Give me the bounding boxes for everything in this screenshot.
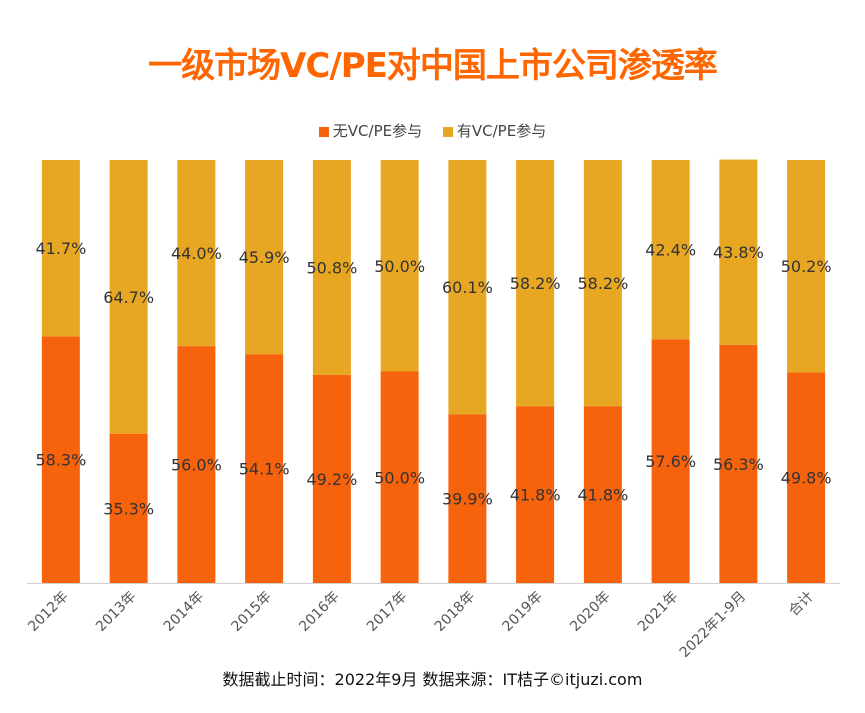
bar-with-vcpe (41, 160, 80, 337)
data-label-with-vcpe: 41.7% (35, 239, 86, 258)
bar-no-vcpe (448, 414, 487, 583)
data-label-with-vcpe: 50.2% (781, 257, 832, 276)
bar-with-vcpe (787, 160, 826, 373)
x-tick-labels-layer: 2012年 2013年 2014年 2015年 2016年 2017年 2018年 2019年… (25, 589, 817, 661)
bar-with-vcpe (177, 160, 216, 347)
data-label-no-vcpe: 41.8% (510, 486, 561, 505)
bar-no-vcpe (380, 371, 419, 583)
data-label-no-vcpe: 35.3% (103, 499, 154, 518)
data-label-no-vcpe: 41.8% (577, 486, 628, 505)
data-label-with-vcpe: 64.7% (103, 288, 154, 307)
bar-with-vcpe (448, 160, 487, 415)
bar-with-vcpe (583, 160, 622, 407)
x-tick-label: 2019年 (500, 589, 546, 635)
x-tick-label: 2020年 (567, 589, 613, 635)
data-label-no-vcpe: 56.0% (171, 456, 222, 475)
data-labels-layer: 58.3% 41.7% 35.3% 64.7% 56.0% 44.0% 54.1% 45.9%… (35, 239, 831, 518)
bar-no-vcpe (719, 344, 758, 583)
data-label-no-vcpe: 57.6% (645, 452, 696, 471)
legend-entry-no-vcpe: 无VC/PE参与 (318, 120, 423, 141)
legend-label-no-vcpe: 无VC/PE参与 (332, 122, 423, 140)
bar-with-vcpe (312, 160, 351, 375)
x-tick-label: 2012年 (25, 589, 71, 635)
x-tick-label: 合计 (786, 589, 817, 620)
data-label-no-vcpe: 50.0% (374, 468, 425, 487)
bar-no-vcpe (177, 346, 216, 583)
bar-no-vcpe (651, 339, 690, 583)
data-label-with-vcpe: 60.1% (442, 278, 493, 297)
legend-swatch-with-vcpe (442, 127, 453, 137)
bar-with-vcpe (516, 160, 555, 407)
bar-with-vcpe (380, 160, 419, 372)
data-label-with-vcpe: 44.0% (171, 244, 222, 263)
data-label-with-vcpe: 43.8% (713, 243, 764, 262)
x-tick-label: 2017年 (364, 589, 410, 635)
bar-with-vcpe (109, 160, 148, 434)
data-label-with-vcpe: 45.9% (239, 248, 290, 267)
data-label-no-vcpe: 54.1% (239, 460, 290, 479)
data-label-with-vcpe: 58.2% (577, 274, 628, 293)
bar-with-vcpe (719, 159, 758, 345)
bars-layer (41, 159, 826, 583)
x-tick-label: 2022年1-9月 (677, 589, 749, 661)
bar-with-vcpe (651, 160, 690, 340)
data-label-no-vcpe: 49.2% (306, 470, 357, 489)
bar-no-vcpe (41, 336, 80, 583)
bar-no-vcpe (109, 433, 148, 583)
legend-label-with-vcpe: 有VC/PE参与 (456, 122, 547, 140)
legend-swatch-no-vcpe (318, 127, 329, 137)
x-tick-label: 2021年 (635, 589, 681, 635)
bar-no-vcpe (583, 406, 622, 583)
data-label-with-vcpe: 42.4% (645, 241, 696, 260)
bar-no-vcpe (312, 374, 351, 583)
legend: 无VC/PE参与 有VC/PE参与 (0, 120, 865, 141)
bar-no-vcpe (787, 372, 826, 583)
data-label-with-vcpe: 50.0% (374, 257, 425, 276)
data-label-with-vcpe: 50.8% (306, 258, 357, 277)
footer-source-note: 数据截止时间：2022年9月 数据来源：IT桔子©itjuzi.com (222, 670, 643, 689)
data-label-no-vcpe: 58.3% (35, 451, 86, 470)
legend-entry-with-vcpe: 有VC/PE参与 (442, 120, 547, 141)
x-tick-label: 2016年 (296, 589, 342, 635)
x-tick-label: 2013年 (93, 589, 139, 635)
bar-no-vcpe (516, 406, 555, 583)
data-label-no-vcpe: 39.9% (442, 490, 493, 509)
x-tick-label: 2015年 (229, 589, 275, 635)
x-tick-label: 2014年 (161, 589, 207, 635)
data-label-with-vcpe: 58.2% (510, 274, 561, 293)
chart-title: 一级市场VC/PE对中国上市公司渗透率 (148, 46, 718, 86)
bar-no-vcpe (245, 354, 284, 583)
data-label-no-vcpe: 56.3% (713, 455, 764, 474)
data-label-no-vcpe: 49.8% (781, 469, 832, 488)
bar-with-vcpe (245, 160, 284, 355)
x-tick-label: 2018年 (432, 589, 478, 635)
